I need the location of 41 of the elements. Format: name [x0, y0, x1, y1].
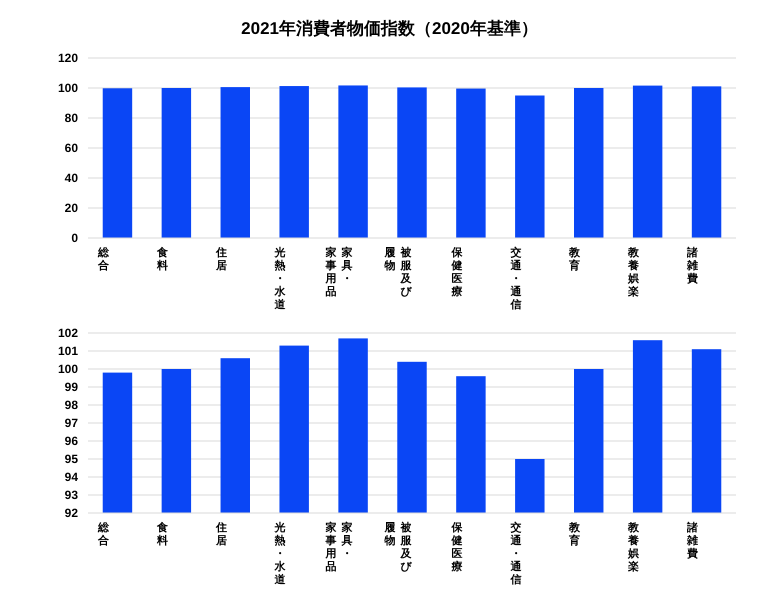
y-tick-label: 100: [58, 362, 78, 376]
x-tick-label: 教養娯楽: [627, 246, 640, 298]
y-tick-label: 96: [64, 434, 78, 448]
y-tick-label: 97: [64, 416, 78, 430]
y-tick-label: 93: [64, 488, 78, 502]
category-label: 家具・家事用品: [326, 521, 353, 573]
x-tick-label: 住居: [214, 521, 227, 547]
x-tick-label: 光熱・水道: [274, 246, 287, 311]
category-label: 被服及び履物: [384, 246, 412, 298]
y-tick-label: 20: [64, 201, 78, 216]
chart-title: 2021年消費者物価指数（2020年基準）: [241, 19, 538, 38]
x-tick-label: 諸雑費: [686, 521, 698, 560]
category-label: 家具・家事用品: [326, 246, 353, 298]
y-tick-label: 60: [64, 141, 78, 156]
x-tick-label: 保健医療: [450, 246, 464, 298]
category-label: 被服及び履物: [384, 521, 412, 573]
x-tick-label: 交通・通信: [509, 521, 522, 586]
y-tick-label: 101: [58, 344, 78, 358]
x-tick-label: 教育: [568, 521, 582, 547]
y-tick-label: 98: [64, 398, 78, 412]
y-tick-label: 94: [64, 470, 78, 484]
x-tick-label: 保健医療: [450, 521, 464, 573]
x-tick-label: 総合: [96, 246, 110, 272]
y-tick-label: 102: [58, 326, 78, 340]
y-tick-label: 92: [64, 506, 78, 520]
y-tick-label: 0: [71, 231, 78, 246]
x-tick-label: 食料: [156, 246, 168, 272]
y-tick-label: 80: [64, 111, 78, 126]
y-tick-label: 120: [58, 51, 78, 66]
x-tick-label: 諸雑費: [686, 246, 698, 285]
y-tick-label: 40: [64, 171, 78, 186]
x-tick-label: 光熱・水道: [274, 521, 287, 586]
y-tick-label: 99: [64, 380, 78, 394]
x-tick-label: 住居: [214, 246, 227, 272]
x-tick-label: 総合: [96, 521, 110, 547]
y-tick-label: 95: [64, 452, 78, 466]
x-tick-label: 教養娯楽: [627, 521, 640, 573]
x-tick-label: 教育: [568, 246, 582, 272]
x-tick-label: 交通・通信: [509, 246, 522, 311]
x-tick-label: 食料: [156, 521, 168, 547]
y-tick-label: 100: [58, 81, 78, 96]
